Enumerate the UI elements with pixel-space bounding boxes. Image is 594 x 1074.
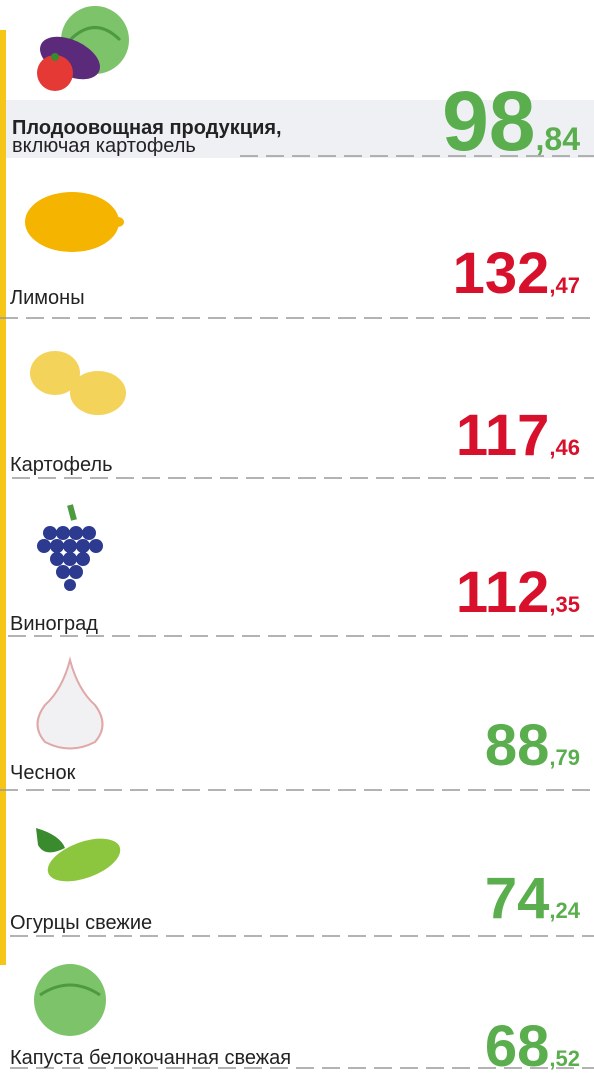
icon-grapes (37, 504, 103, 591)
item-label: Лимоны (10, 287, 85, 309)
icon-garlic (36, 656, 104, 750)
side-bar (0, 30, 6, 965)
item-label: Плодоовощная продукция, (12, 117, 282, 139)
value-integer: 117 (456, 403, 550, 468)
value-integer: 68 (485, 1014, 550, 1074)
icon-lemon (25, 192, 124, 252)
icon-cucumber (36, 828, 121, 882)
value-fraction: ,24 (549, 898, 580, 923)
value-integer: 98 (442, 74, 535, 168)
value-integer: 132 (453, 241, 550, 306)
item-value: 98,84 (442, 74, 580, 168)
value-fraction: ,79 (549, 745, 580, 770)
item-label: Огурцы свежие (10, 912, 152, 934)
item-value: 88,79 (485, 713, 580, 778)
value-fraction: ,47 (549, 273, 580, 298)
item-sublabel: включая картофель (12, 135, 196, 157)
value-integer: 112 (456, 560, 550, 625)
item-label: Виноград (10, 613, 98, 635)
value-fraction: ,46 (549, 435, 580, 460)
value-fraction: ,84 (536, 121, 581, 157)
item-value: 132,47 (453, 241, 580, 306)
icon-cabbage (34, 964, 106, 1036)
item-value: 112,35 (456, 560, 580, 625)
item-value: 68,52 (485, 1014, 580, 1074)
item-label: Чеснок (10, 762, 76, 784)
value-fraction: ,52 (549, 1046, 580, 1071)
value-integer: 74 (485, 866, 550, 931)
value-integer: 88 (485, 713, 550, 778)
item-value: 117,46 (456, 403, 580, 468)
icon-potato (30, 351, 126, 415)
item-label: Картофель (10, 454, 113, 476)
header-band (0, 100, 594, 158)
item-label: Капуста белокочанная свежая (10, 1047, 291, 1069)
icon-vegetables (37, 6, 129, 91)
item-value: 74,24 (485, 866, 581, 931)
value-fraction: ,35 (549, 592, 580, 617)
